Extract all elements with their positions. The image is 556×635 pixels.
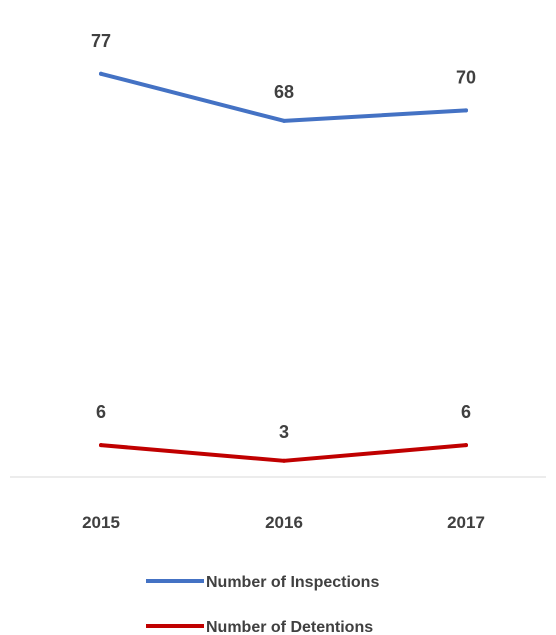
data-label-number-of-detentions-2017: 6 <box>461 402 471 422</box>
data-label-number-of-inspections-2016: 68 <box>274 82 294 102</box>
data-point-number-of-inspections-2016[interactable] <box>282 118 286 123</box>
data-label-number-of-detentions-2016: 3 <box>279 422 289 442</box>
data-label-layer: 77 68 70 6 3 6 <box>91 31 476 442</box>
data-point-number-of-detentions-2015[interactable] <box>99 443 103 448</box>
series-line-number-of-detentions <box>99 443 468 463</box>
data-label-number-of-inspections-2015: 77 <box>91 31 111 51</box>
data-label-number-of-detentions-2015: 6 <box>96 402 106 422</box>
legend-label-inspections: Number of Inspections <box>206 574 379 591</box>
data-point-number-of-detentions-2017[interactable] <box>464 443 468 448</box>
data-point-number-of-inspections-2017[interactable] <box>464 108 468 113</box>
legend-item-inspections[interactable]: Number of Inspections <box>146 574 379 591</box>
legend-item-detentions[interactable]: Number of Detentions <box>146 619 373 635</box>
legend-label-detentions: Number of Detentions <box>206 619 373 635</box>
plot-area: 77 68 70 6 3 6 <box>10 31 546 478</box>
x-axis: 2015 2016 2017 <box>82 513 485 532</box>
data-label-number-of-inspections-2017: 70 <box>456 67 476 87</box>
x-tick-label-2016: 2016 <box>265 513 303 532</box>
x-tick-label-2015: 2015 <box>82 513 120 532</box>
x-tick-label-2017: 2017 <box>447 513 485 532</box>
data-point-number-of-detentions-2016[interactable] <box>282 458 286 463</box>
legend: Number of Inspections Number of Detentio… <box>146 574 379 635</box>
series-layer <box>99 71 468 463</box>
data-point-number-of-inspections-2015[interactable] <box>99 71 103 76</box>
